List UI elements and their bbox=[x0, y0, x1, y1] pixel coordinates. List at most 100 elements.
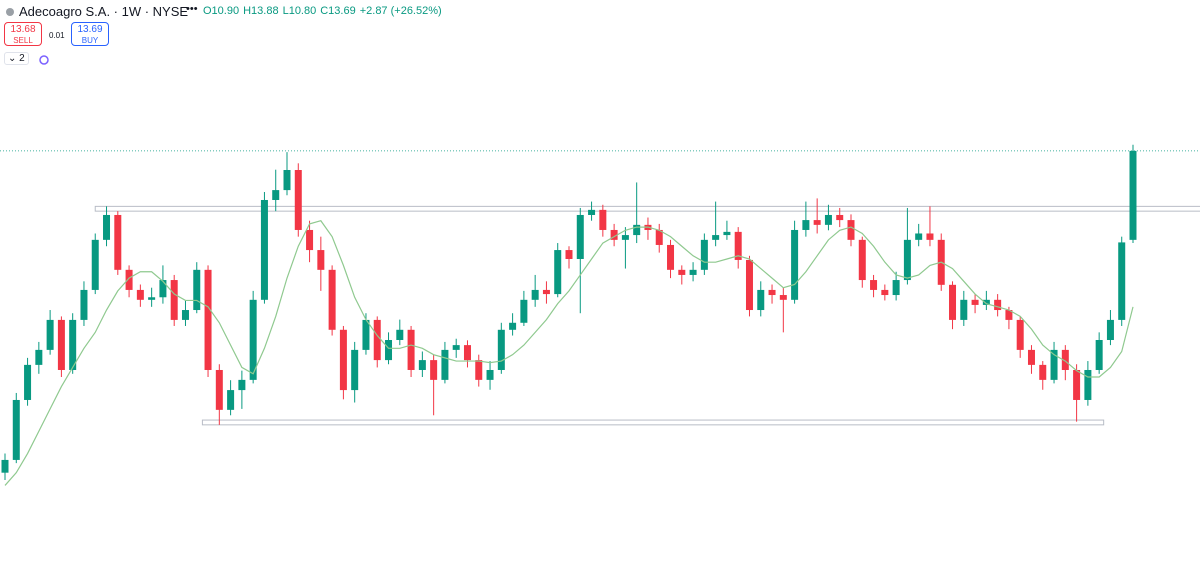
candle-body bbox=[317, 250, 325, 270]
candle-body bbox=[407, 329, 415, 370]
candle-body bbox=[396, 329, 404, 341]
candle-body bbox=[170, 280, 178, 320]
candle-body bbox=[554, 250, 562, 295]
candle-body bbox=[824, 214, 832, 225]
candle-body bbox=[238, 379, 246, 391]
candle-body bbox=[745, 259, 753, 311]
candle-body bbox=[272, 190, 280, 200]
candle-body bbox=[351, 349, 359, 391]
candle-body bbox=[531, 289, 539, 300]
candle-body bbox=[700, 239, 708, 270]
candle-body bbox=[757, 289, 765, 311]
candle-body bbox=[57, 319, 65, 370]
sell-label: SELL bbox=[13, 36, 33, 45]
candle-body bbox=[497, 329, 505, 370]
candle-body bbox=[204, 269, 212, 370]
candle-body bbox=[1005, 310, 1013, 320]
open-label: O10.90 bbox=[203, 5, 240, 17]
candle-body bbox=[430, 360, 438, 380]
candle-body bbox=[960, 299, 968, 320]
candle-body bbox=[881, 289, 889, 296]
candle-body bbox=[858, 239, 866, 281]
candle-body bbox=[802, 220, 810, 230]
candle-body bbox=[1061, 349, 1069, 370]
candle-body bbox=[723, 231, 731, 236]
more-button[interactable]: ••• bbox=[186, 3, 198, 15]
candle-body bbox=[1073, 369, 1081, 400]
candle-body bbox=[689, 269, 697, 275]
candle-body bbox=[576, 214, 584, 259]
price-zone bbox=[201, 419, 1105, 426]
candle-body bbox=[418, 360, 426, 370]
candle-body bbox=[610, 229, 618, 240]
candle-body bbox=[520, 299, 528, 323]
candle-body bbox=[159, 280, 167, 298]
buy-button[interactable]: 13.69 BUY bbox=[71, 22, 109, 46]
candle-body bbox=[915, 233, 923, 240]
candle-body bbox=[215, 369, 223, 410]
candle-body bbox=[306, 229, 314, 251]
price-zone bbox=[94, 205, 1200, 212]
candle-body bbox=[227, 390, 235, 410]
ohlc-legend: O10.90 H13.88 L10.80 C13.69 +2.87 (+26.52%) bbox=[203, 5, 446, 17]
buy-price: 13.69 bbox=[77, 24, 103, 35]
candle-body bbox=[768, 289, 776, 296]
candle-body bbox=[892, 280, 900, 296]
candle-body bbox=[509, 322, 517, 330]
candle-body bbox=[114, 214, 122, 270]
candle-body bbox=[971, 299, 979, 305]
candle-body bbox=[24, 364, 32, 400]
candle-body bbox=[779, 295, 787, 300]
candle-body bbox=[193, 269, 201, 311]
candle-body bbox=[870, 280, 878, 290]
candle-body bbox=[362, 319, 370, 350]
candle-body bbox=[1016, 319, 1024, 350]
candle-body bbox=[294, 170, 302, 230]
candle-body bbox=[655, 229, 663, 245]
candle-body bbox=[441, 349, 449, 380]
candle-body bbox=[599, 209, 607, 230]
candle-body bbox=[1084, 369, 1092, 400]
candle-body bbox=[791, 229, 799, 300]
candle-body bbox=[633, 224, 641, 236]
change-label: +2.87 (+26.52%) bbox=[359, 5, 442, 17]
candle-body bbox=[80, 289, 88, 320]
candle-body bbox=[1129, 150, 1137, 240]
candle-body bbox=[813, 220, 821, 225]
candle-body bbox=[1039, 364, 1047, 380]
candle-body bbox=[1106, 319, 1114, 341]
refresh-icon[interactable] bbox=[37, 53, 51, 67]
candle-body bbox=[1, 459, 9, 473]
candle-body bbox=[1118, 242, 1126, 320]
candle-body bbox=[621, 235, 629, 240]
candle-body bbox=[994, 299, 1002, 311]
candle-body bbox=[678, 269, 686, 275]
candle-body bbox=[339, 329, 347, 391]
low-label: L10.80 bbox=[282, 5, 317, 17]
candle-body bbox=[328, 269, 336, 330]
symbol-title[interactable]: Adecoagro S.A. · 1W · NYSE bbox=[19, 4, 189, 19]
candle-body bbox=[712, 235, 720, 240]
moving-average bbox=[4, 220, 1134, 486]
candle-body bbox=[734, 231, 742, 260]
candle-body bbox=[847, 220, 855, 240]
sell-price: 13.68 bbox=[10, 24, 36, 35]
indicator-toggle[interactable]: ⌄ 2 bbox=[4, 52, 29, 65]
symbol-icon bbox=[6, 8, 14, 16]
candle-body bbox=[903, 239, 911, 281]
candle-body bbox=[565, 250, 573, 259]
candle-body bbox=[136, 289, 144, 300]
candle-body bbox=[836, 214, 844, 221]
candle-body bbox=[260, 199, 268, 300]
sell-button[interactable]: 13.68 SELL bbox=[4, 22, 42, 46]
candle-body bbox=[103, 214, 111, 240]
candle-body bbox=[46, 319, 54, 350]
candle-body bbox=[283, 170, 291, 191]
candle-body bbox=[1027, 349, 1035, 365]
close-label: C13.69 bbox=[320, 5, 356, 17]
spread: 0.01 bbox=[49, 31, 65, 40]
candle-body bbox=[35, 349, 43, 365]
candle-body bbox=[69, 319, 77, 370]
